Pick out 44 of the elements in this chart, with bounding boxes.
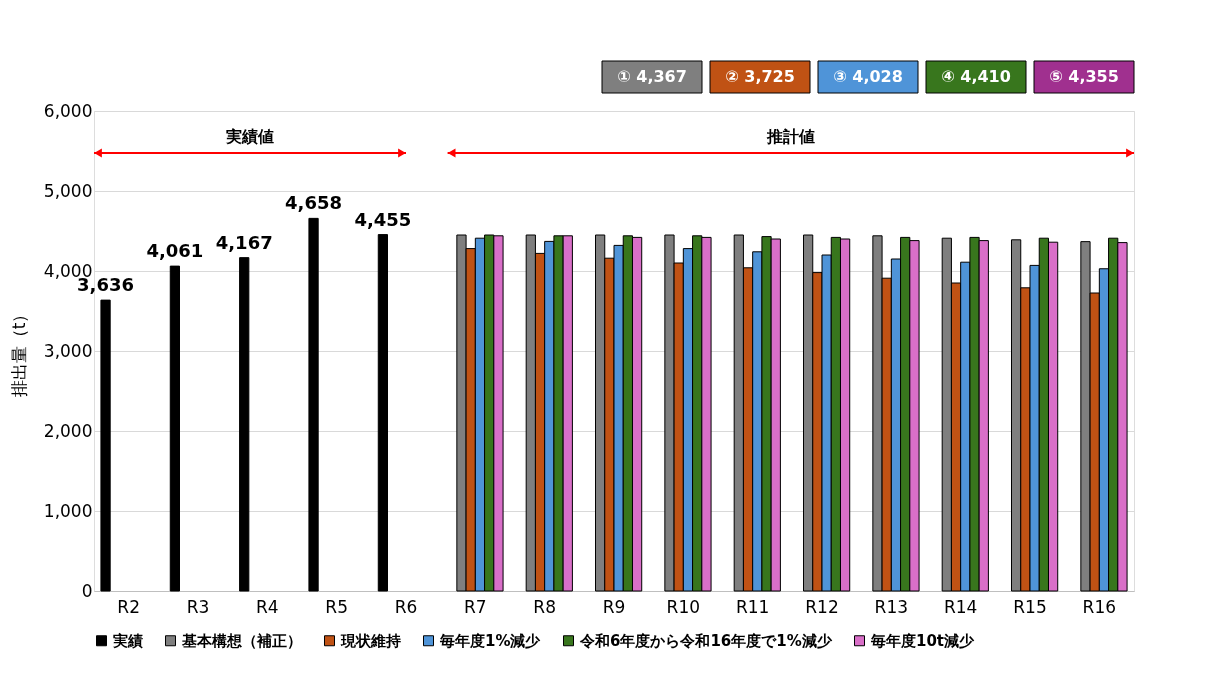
y-tick-label: 6,000 — [43, 100, 93, 121]
x-tick-label: R13 — [874, 596, 909, 617]
text: ① 4,367 — [617, 67, 687, 86]
bar — [377, 234, 389, 592]
text: ⑤ 4,355 — [1049, 67, 1119, 86]
x-tick-label: R9 — [602, 596, 626, 617]
y-tick-label: 5,000 — [43, 180, 93, 201]
y-tick-label: 2,000 — [43, 420, 93, 441]
legend-label: 令和6年度から令和16年度で1%減少 — [579, 631, 833, 650]
legend-label: 毎年度10t減少 — [870, 631, 976, 650]
text: ④ 4,410 — [941, 67, 1011, 86]
y-tick-label: 0 — [81, 580, 93, 601]
x-tick-label: R11 — [735, 596, 770, 617]
x-tick-label: R12 — [805, 596, 839, 617]
x-tick-label: R14 — [943, 596, 978, 617]
x-tick-label: R5 — [325, 596, 348, 617]
text: ② 3,725 — [725, 67, 795, 86]
x-tick-label: R7 — [464, 596, 487, 617]
x-tick-label: R10 — [666, 596, 701, 617]
legend-label: 基本構想（補正） — [181, 631, 302, 650]
bar — [239, 257, 250, 592]
x-tick-label: R15 — [1013, 596, 1047, 617]
x-tick-label: R3 — [186, 596, 210, 617]
data-label: 4,455 — [354, 208, 412, 230]
y-tick-label: 1,000 — [43, 500, 93, 521]
y-axis-title: 排出量（t） — [8, 305, 29, 398]
x-tick-label: R8 — [533, 596, 556, 617]
x-tick-label: R16 — [1082, 596, 1117, 617]
x-tick-label: R6 — [394, 596, 418, 617]
legend-label: 実績 — [112, 631, 143, 650]
bar — [308, 217, 319, 592]
legend-label: 現状維持 — [340, 631, 401, 650]
x-tick-label: R4 — [256, 596, 279, 617]
annotation: 推計値 — [765, 127, 815, 146]
annotation: 実績値 — [225, 127, 274, 146]
x-tick-label: R2 — [117, 596, 140, 617]
text: ③ 4,028 — [833, 67, 903, 86]
y-tick-label: 3,000 — [43, 340, 93, 361]
bar — [100, 299, 111, 592]
data-label: 4,167 — [215, 231, 273, 253]
data-label: 4,658 — [285, 192, 343, 214]
legend-label: 毎年度1%減少 — [439, 631, 542, 650]
bar — [169, 265, 181, 592]
data-label: 4,061 — [146, 240, 204, 262]
